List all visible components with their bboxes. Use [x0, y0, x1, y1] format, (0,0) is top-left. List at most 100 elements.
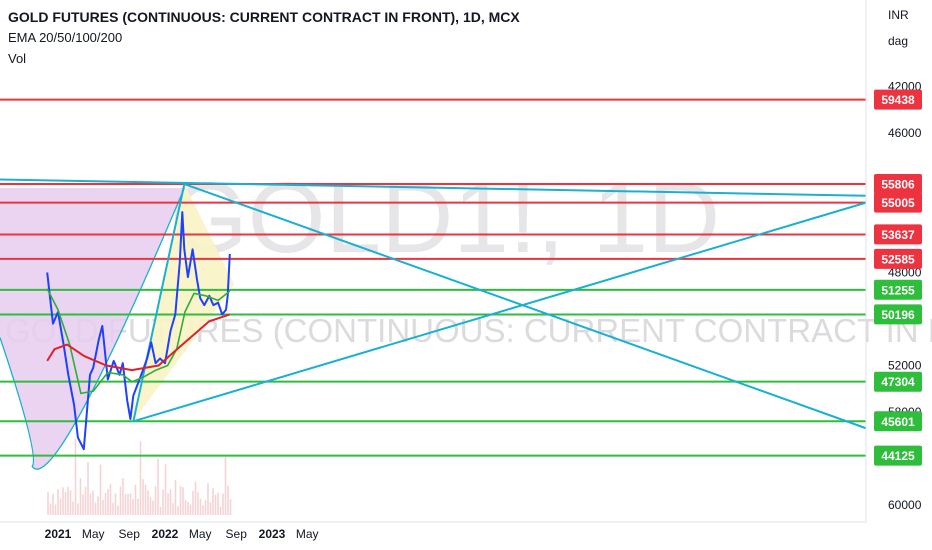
volume-bar — [82, 494, 84, 515]
volume-bar — [117, 505, 119, 515]
volume-bar — [177, 506, 179, 515]
volume-bar — [99, 464, 102, 515]
level-lines — [0, 98, 866, 457]
volume-bar — [92, 490, 94, 515]
level-label-box — [874, 371, 922, 392]
pattern-fills — [0, 184, 235, 470]
x-axis[interactable]: 2021 May Sep 2022 May Sep 2023 May — [0, 521, 866, 541]
chart-title: GOLD FUTURES (CONTINUOUS: CURRENT CONTRA… — [8, 9, 520, 25]
series-lines — [46, 211, 231, 451]
cup-outline — [0, 187, 185, 470]
volume-bar — [167, 493, 169, 515]
x-tick-label: 2021 — [45, 527, 72, 541]
volume-bar — [169, 489, 172, 515]
level-label: 50196 — [881, 308, 915, 322]
x-tick-label: May — [296, 527, 319, 541]
volume-bar — [212, 488, 214, 515]
x-tick-label: Sep — [119, 527, 141, 541]
level-label-box — [874, 174, 922, 194]
level-label-box — [874, 445, 922, 466]
volume-bar — [157, 459, 159, 515]
watermark-symbol: GOLD1!, 1D — [170, 162, 720, 274]
level-label-box — [874, 279, 922, 300]
triangle-fill — [133, 184, 235, 422]
volume-bar — [114, 493, 117, 515]
trendline-top — [0, 178, 867, 197]
level-label: 59438 — [881, 93, 915, 107]
volume-bar — [179, 485, 182, 515]
level-label: 44125 — [881, 449, 915, 463]
volume-bar — [149, 497, 152, 515]
volume-bar — [192, 490, 194, 515]
volume-bar — [119, 486, 122, 515]
volume-bar — [57, 489, 59, 515]
volume-bar — [144, 484, 147, 515]
trendlines[interactable] — [0, 178, 867, 430]
volume-bar — [107, 488, 109, 515]
volume-bar — [102, 499, 104, 515]
volume-bar — [89, 493, 92, 515]
volume-bar — [59, 498, 62, 515]
trendline-triangle-left — [132, 183, 186, 422]
volume-bar — [62, 487, 64, 515]
volume-bar — [142, 479, 144, 515]
volume-bar — [124, 493, 127, 515]
volume-bar — [147, 490, 149, 515]
volume-bar — [72, 501, 74, 515]
level-label-box — [874, 411, 922, 432]
trendline-descending — [184, 183, 867, 430]
volume-bar — [47, 492, 49, 515]
level-label-box — [874, 192, 922, 213]
axis-unit-label: dag — [888, 34, 908, 48]
volume-bar — [49, 503, 52, 515]
volume-bar — [129, 493, 132, 515]
volume-bar — [67, 486, 69, 515]
volume-bar — [94, 502, 97, 515]
volume-label[interactable]: Vol — [8, 51, 27, 66]
volume-bar — [164, 464, 167, 515]
x-tick-label: May — [82, 527, 105, 541]
level-label: 55806 — [881, 178, 915, 192]
level-label: 52585 — [881, 252, 915, 266]
volume-bar — [199, 498, 202, 515]
volume-bar — [209, 502, 212, 515]
series-line-ema-50 — [46, 288, 231, 395]
level-label: 51255 — [881, 283, 915, 297]
level-price-labels: 59438 55806 55005 53637 52585 51255 50196 47304… — [874, 89, 922, 466]
series-line-ema-200 — [46, 313, 231, 372]
volume-bar — [97, 496, 99, 515]
volume-bar — [227, 485, 229, 515]
volume-bar — [187, 501, 189, 515]
volume-bar — [127, 493, 129, 515]
volume-bar — [154, 486, 157, 515]
volume-bar — [174, 480, 177, 515]
volume-bar — [112, 502, 114, 515]
volume-bar — [79, 478, 82, 515]
volume-bars — [47, 438, 232, 515]
volume-bar — [194, 481, 197, 515]
volume-bar — [189, 504, 192, 515]
x-tick-label: 2023 — [259, 527, 286, 541]
volume-bar — [87, 461, 89, 515]
volume-bar — [54, 504, 57, 515]
volume-bar — [77, 503, 79, 515]
volume-bar — [182, 487, 184, 515]
volume-bar — [152, 500, 154, 515]
volume-bar — [224, 456, 227, 515]
volume-bar — [204, 500, 207, 515]
volume-bar — [162, 489, 164, 515]
volume-bar — [52, 493, 54, 515]
y-tick-label: 48000 — [888, 266, 922, 280]
volume-bar — [197, 492, 199, 515]
volume-bar — [134, 484, 137, 515]
indicator-label[interactable]: EMA 20/50/100/200 — [8, 30, 123, 45]
series-line-price — [46, 211, 231, 451]
volume-bar — [74, 438, 77, 515]
y-tick-label: 46000 — [888, 126, 922, 140]
volume-bar — [229, 499, 232, 515]
volume-bar — [207, 483, 209, 515]
axis-currency-label: INR — [888, 8, 909, 22]
volume-bar — [202, 505, 204, 515]
level-label-box — [874, 89, 922, 110]
